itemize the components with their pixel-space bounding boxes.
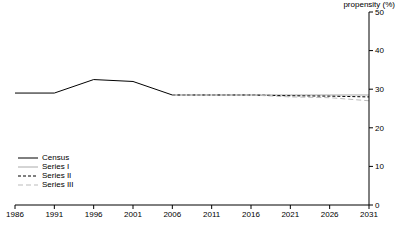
svg-text:0: 0 xyxy=(375,201,380,210)
html-text:Census: Census xyxy=(42,153,70,162)
svg-text:1991: 1991 xyxy=(45,210,63,219)
html-text:Series III: Series III xyxy=(42,180,74,189)
svg-text:2001: 2001 xyxy=(124,210,142,219)
svg-text:30: 30 xyxy=(375,85,384,94)
svg-text:1996: 1996 xyxy=(85,210,103,219)
svg-text:2021: 2021 xyxy=(281,210,299,219)
html-text:propensity (%): propensity (%) xyxy=(343,0,395,9)
svg-text:2031: 2031 xyxy=(360,210,378,219)
svg-text:1986: 1986 xyxy=(8,210,24,219)
svg-text:2011: 2011 xyxy=(203,210,221,219)
svg-text:2026: 2026 xyxy=(321,210,339,219)
html-text:Series I: Series I xyxy=(42,162,70,171)
svg-text:20: 20 xyxy=(375,124,384,133)
html-text:Series II: Series II xyxy=(42,171,72,180)
svg-text:50: 50 xyxy=(375,8,384,17)
svg-text:10: 10 xyxy=(375,162,384,171)
svg-text:40: 40 xyxy=(375,46,384,55)
svg-text:2016: 2016 xyxy=(242,210,260,219)
svg-text:2006: 2006 xyxy=(163,210,181,219)
